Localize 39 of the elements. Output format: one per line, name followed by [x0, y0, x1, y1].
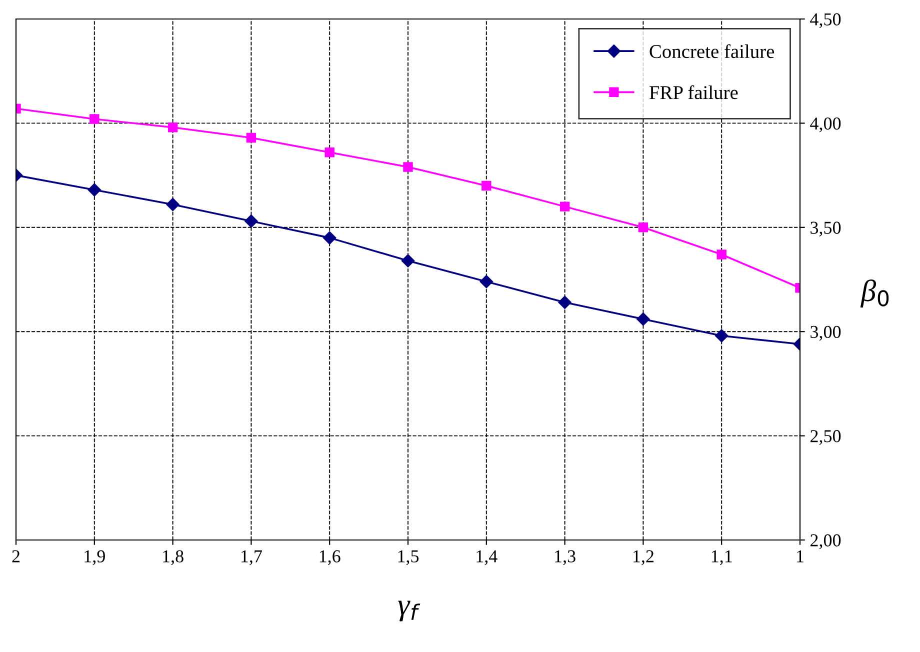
x-tick-label: 1,3	[555, 550, 576, 566]
point	[482, 180, 492, 191]
point	[560, 202, 570, 212]
point	[324, 148, 334, 158]
x-tick-label: 1,5	[398, 550, 419, 566]
y-tick-label: 4,50	[810, 13, 841, 28]
point	[88, 183, 101, 196]
x-tick-label: 1,8	[163, 550, 184, 566]
point	[636, 312, 650, 326]
point	[401, 254, 415, 268]
x-tick-label: 1,1	[712, 550, 732, 566]
point	[558, 296, 572, 310]
x-tick-label: 1,4	[476, 550, 498, 566]
point	[168, 122, 178, 132]
point	[90, 114, 100, 124]
y-tick-label: 4,00	[810, 117, 841, 132]
point	[480, 274, 493, 288]
point	[166, 198, 180, 212]
x-tick-label: 1	[797, 550, 804, 562]
point	[246, 132, 256, 143]
x-tick-label: 1,2	[634, 550, 654, 566]
x-tick-label: 2	[12, 550, 20, 562]
y-tick-label: 3,50	[810, 222, 841, 236]
point	[403, 162, 413, 172]
y-tick-label: 3,00	[810, 326, 841, 341]
x-tick-label: 1,9	[84, 550, 105, 566]
x-tick-label: 1,6	[320, 550, 340, 566]
legend-label: Concrete failure	[650, 44, 774, 58]
point	[715, 329, 728, 342]
point	[638, 222, 648, 232]
x-tick-label: 1,7	[242, 550, 262, 566]
y-axis-title: β$_{0}$	[860, 280, 889, 308]
y-tick-label: 2,00	[810, 534, 841, 550]
point	[716, 250, 726, 260]
legend-label: FRP failure	[649, 85, 738, 100]
point	[323, 231, 336, 244]
x-axis-title: γ$_{f}$	[398, 600, 420, 622]
point	[244, 214, 258, 228]
y-tick-label: 2,50	[810, 430, 841, 445]
